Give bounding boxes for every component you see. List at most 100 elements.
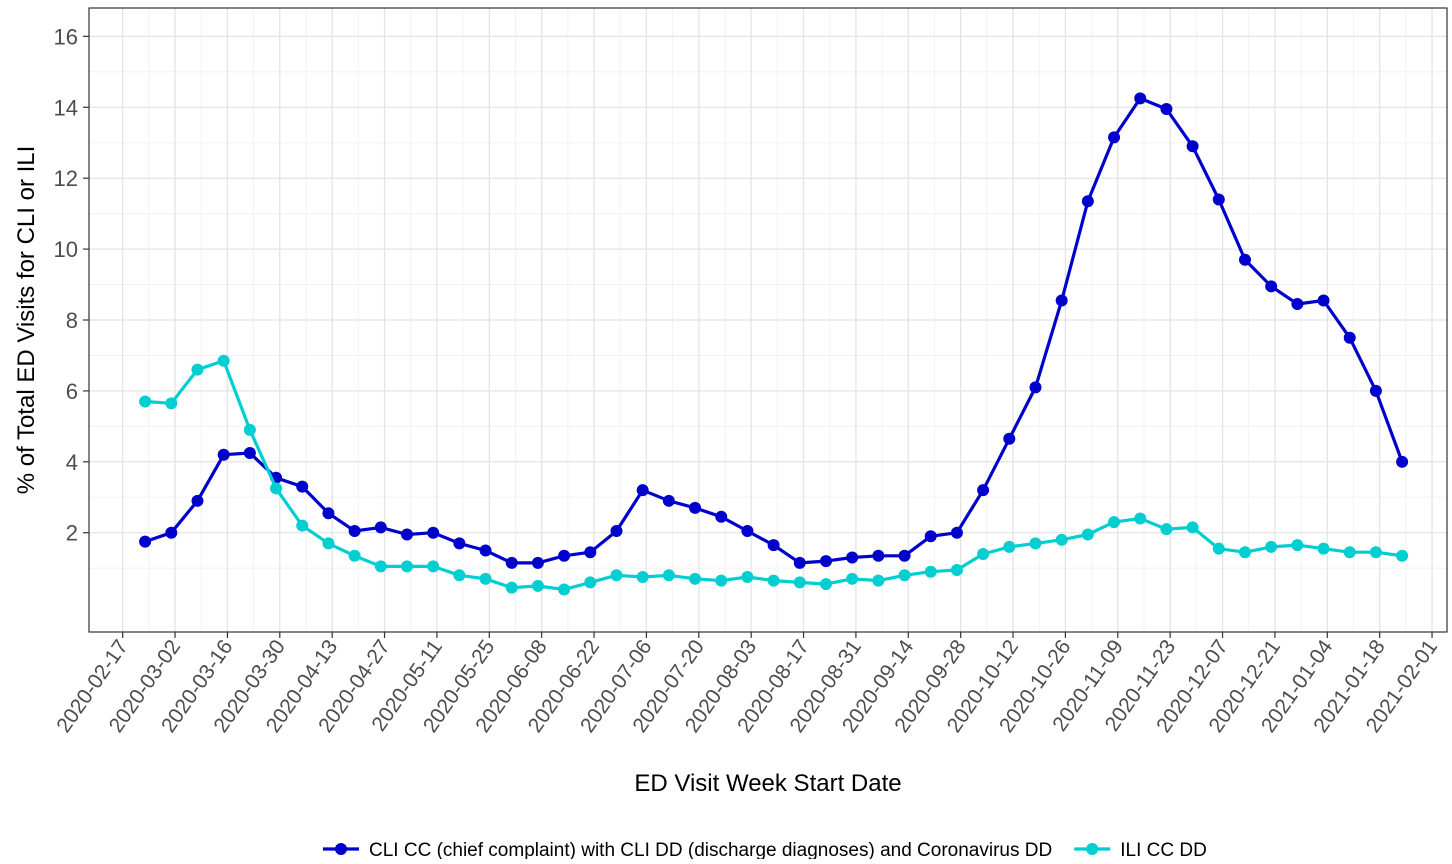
- series-1-point: [191, 494, 204, 507]
- series-2-point: [715, 574, 728, 587]
- series-1-point: [715, 510, 728, 523]
- series-2-point: [610, 569, 623, 582]
- series-2-point: [1238, 546, 1251, 559]
- series-2-point: [531, 579, 544, 592]
- series-2-point: [1160, 523, 1173, 536]
- series-1-point: [374, 521, 387, 534]
- series-2-point: [427, 560, 440, 573]
- series-2-point: [872, 574, 885, 587]
- series-2-point: [243, 423, 256, 436]
- series-1-point: [1186, 140, 1199, 153]
- series-2-point: [1212, 542, 1225, 555]
- legend: CLI CC (chief complaint) with CLI DD (di…: [323, 840, 1207, 861]
- legend-label: CLI CC (chief complaint) with CLI DD (di…: [369, 840, 1052, 859]
- series-1-point: [322, 507, 335, 520]
- series-1-point: [165, 526, 178, 539]
- series-1-point: [1291, 298, 1304, 311]
- series-2-point: [977, 548, 990, 560]
- series-2-point: [348, 549, 361, 562]
- series-1-point: [662, 494, 675, 507]
- series-2-point: [1108, 516, 1121, 529]
- series-1-point: [348, 524, 361, 537]
- series-2-point: [950, 563, 963, 576]
- series-1-point: [1160, 103, 1173, 116]
- series-2-point: [1317, 542, 1330, 555]
- legend-key-point: [1086, 843, 1099, 855]
- series-1-point: [689, 501, 702, 514]
- series-1-point: [531, 556, 544, 569]
- series-1-point: [1055, 294, 1068, 307]
- y-tick-label: 8: [66, 308, 78, 333]
- x-axis: 2020-02-172020-03-022020-03-162020-03-30…: [52, 632, 1442, 737]
- series-2-point: [1343, 546, 1356, 559]
- series-1-point: [767, 539, 780, 552]
- series-2-point: [453, 569, 466, 582]
- series-2-point: [1134, 512, 1147, 525]
- series-1-point: [898, 549, 911, 562]
- series-1-point: [584, 546, 597, 559]
- series-2-point: [270, 482, 283, 495]
- series-1-point: [1343, 331, 1356, 344]
- series-1-point: [139, 535, 152, 548]
- series-2-point: [846, 572, 859, 585]
- series-2-point: [139, 395, 152, 408]
- y-axis: 2 4 6 8 10 12 14 16: [54, 24, 89, 546]
- series-2-point: [296, 519, 309, 532]
- series-1-point: [558, 549, 571, 562]
- series-2-point: [898, 569, 911, 582]
- series-2-point: [1186, 521, 1199, 534]
- series-2-point: [741, 571, 754, 584]
- series-1-point: [741, 524, 754, 537]
- series-2-point: [217, 354, 230, 367]
- series-1-point: [1108, 131, 1121, 144]
- legend-item-2: ILI CC DD: [1074, 840, 1207, 861]
- series-1-point: [846, 551, 859, 564]
- y-tick-label: 2: [66, 521, 78, 546]
- x-axis-title: ED Visit Week Start Date: [634, 770, 901, 797]
- series-2-point: [1081, 528, 1094, 541]
- series-2-point: [558, 583, 571, 596]
- series-2-point: [584, 576, 597, 589]
- series-2-point: [479, 572, 492, 585]
- series-1-point: [1238, 253, 1251, 266]
- series-2-point: [1396, 549, 1409, 562]
- series-2-point: [165, 397, 178, 410]
- series-1-point: [950, 526, 963, 539]
- series-1-point: [1029, 381, 1042, 394]
- series-1-point: [1265, 280, 1278, 293]
- y-tick-label: 10: [54, 237, 78, 262]
- series-1-point: [819, 555, 832, 568]
- series-2-point: [689, 572, 702, 585]
- series-2-point: [1003, 540, 1016, 553]
- y-tick-label: 12: [54, 166, 78, 191]
- legend-label: ILI CC DD: [1120, 840, 1207, 859]
- series-2-point: [636, 571, 649, 584]
- series-2-point: [322, 537, 335, 550]
- series-2-point: [662, 569, 675, 582]
- series-2-point: [1291, 539, 1304, 552]
- series-1-point: [427, 526, 440, 539]
- legend-key-point: [335, 843, 347, 855]
- series-2-point: [400, 560, 413, 573]
- series-1-point: [1003, 432, 1016, 445]
- series-1-point: [636, 484, 649, 497]
- series-1-point: [479, 544, 492, 557]
- series-2-point: [819, 578, 832, 591]
- series-1-point: [924, 530, 937, 543]
- series-2-point: [374, 560, 387, 573]
- series-2-point: [505, 581, 518, 594]
- series-2-point: [924, 565, 937, 578]
- series-2-point: [1055, 533, 1068, 546]
- series-1-point: [400, 528, 413, 541]
- series-1-point: [243, 446, 256, 459]
- series-1-point: [1396, 455, 1409, 468]
- series-1-point: [217, 448, 230, 461]
- series-1-line: [144, 96, 1404, 565]
- series-1-point: [793, 556, 806, 569]
- y-tick-label: 14: [54, 95, 78, 120]
- series-2: [139, 354, 1409, 596]
- legend-item-1: CLI CC (chief complaint) with CLI DD (di…: [323, 840, 1052, 861]
- series-2-line: [144, 359, 1403, 592]
